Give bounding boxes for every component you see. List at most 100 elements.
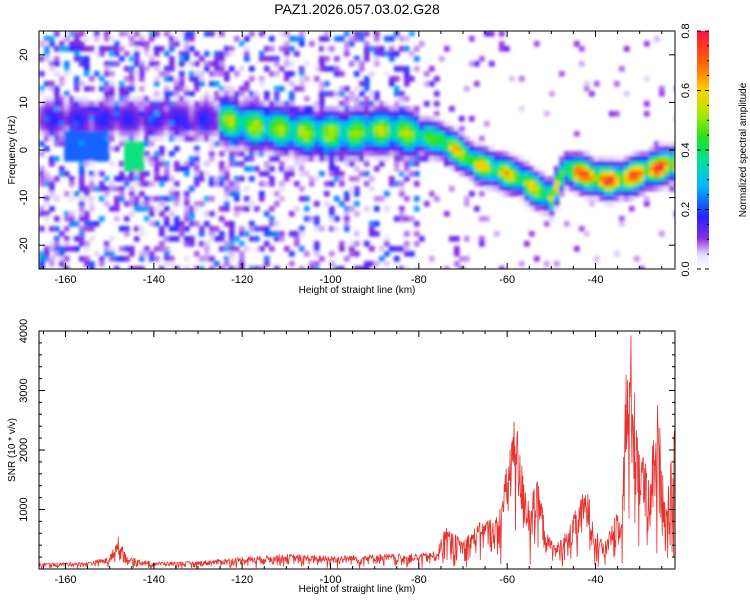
spectrogram-cell: [169, 261, 175, 267]
spectrogram-cell: [414, 146, 420, 152]
spectrogram-cell: [549, 176, 555, 182]
spectrogram-cell: [539, 181, 545, 187]
spectrogram-cell: [459, 156, 465, 162]
spectrogram-cell: [494, 156, 500, 162]
spectrogram-cell: [84, 221, 90, 227]
spectrogram-cell: [204, 96, 210, 102]
spectrogram-cell: [224, 76, 230, 82]
spectrogram-cell: [114, 121, 120, 127]
spectrogram-cell: [89, 261, 95, 267]
spectrogram-cell: [479, 176, 485, 182]
spectrogram-cell: [619, 171, 625, 177]
spectrogram-cell: [259, 141, 265, 147]
spectrogram-cell: [339, 126, 345, 132]
spectrogram-cell: [374, 31, 380, 37]
spectrogram-cell: [249, 146, 255, 152]
spectrogram-cell: [274, 236, 280, 242]
spectrogram-cell: [484, 121, 490, 127]
spectrogram-cell: [74, 46, 80, 52]
spectrogram-cell: [189, 136, 195, 142]
spectrogram-cell: [294, 161, 300, 167]
spectrogram-cell: [409, 171, 415, 177]
spectrogram-cell: [134, 161, 140, 167]
spectrogram-cell: [669, 146, 675, 152]
spectrogram-cell: [159, 196, 165, 202]
spectrogram-cell: [374, 61, 380, 67]
spectrogram-cell: [174, 106, 180, 112]
spectrogram-cell: [49, 136, 55, 142]
spectrogram-cell: [149, 181, 155, 187]
spectrogram-cell: [609, 161, 615, 167]
spectrogram-cell: [274, 111, 280, 117]
spectrogram-cell: [89, 126, 95, 132]
spectrogram-cell: [124, 111, 130, 117]
spectrogram-cell: [169, 116, 175, 122]
spectrogram-cell: [259, 106, 265, 112]
spectrogram-cell: [234, 116, 240, 122]
spectrogram-cell: [94, 101, 100, 107]
spectrogram-cell: [204, 51, 210, 57]
spectrogram-cell: [589, 161, 595, 167]
spectrogram-cell: [84, 151, 90, 157]
spectrogram-cell: [54, 71, 60, 77]
spectrogram-cell: [84, 161, 90, 167]
spectrogram-cell: [164, 221, 170, 227]
spectrogram-cell: [489, 176, 495, 182]
spectrogram-cell: [249, 131, 255, 137]
spectrogram-cell: [69, 46, 75, 52]
spectrogram-cell: [479, 141, 485, 147]
spectrogram-cell: [314, 226, 320, 232]
spectrogram-cell: [134, 111, 140, 117]
spectrogram-cell: [279, 141, 285, 147]
spectrogram-cell: [49, 61, 55, 67]
spectrogram-cell: [234, 141, 240, 147]
spectrogram-cell: [149, 121, 155, 127]
spectrogram-cell: [214, 96, 220, 102]
spectrogram-cell: [214, 106, 220, 112]
spectrogram-cell: [309, 141, 315, 147]
spectrogram-cell: [214, 121, 220, 127]
spectrogram-cell: [289, 211, 295, 217]
spectrogram-cell: [609, 191, 615, 197]
spectrogram-cell: [429, 131, 435, 137]
spectrogram-cell: [244, 131, 250, 137]
spectrogram-cell: [624, 186, 630, 192]
spectrogram-cell: [609, 111, 615, 117]
spectrogram-cell: [444, 136, 450, 142]
spectrogram-cell: [379, 106, 385, 112]
spectrogram-cell: [459, 256, 465, 262]
spectrogram-cell: [179, 56, 185, 62]
spectrogram-cell: [169, 121, 175, 127]
spectrogram-cell: [314, 266, 320, 269]
spectrogram-cell: [299, 246, 305, 252]
spectrogram-cell: [94, 141, 100, 147]
spectrogram-cell: [39, 141, 45, 147]
spectrogram-cell: [389, 116, 395, 122]
spectrogram-cell: [239, 141, 245, 147]
spectrogram-cell: [204, 121, 210, 127]
spectrogram-cell: [354, 56, 360, 62]
spectrogram-cell: [219, 161, 225, 167]
spectrogram-cell: [289, 141, 295, 147]
spectrogram-cell: [269, 126, 275, 132]
spectrogram-cell: [239, 176, 245, 182]
spectrogram-cell: [234, 106, 240, 112]
spectrogram-cell: [559, 71, 565, 77]
spectrogram-cell: [89, 76, 95, 82]
spectrogram-cell: [79, 216, 85, 222]
spectrogram-cell: [214, 141, 220, 147]
spectrogram-cell: [424, 146, 430, 152]
spectrogram-cell: [199, 121, 205, 127]
spectrogram-cell: [229, 91, 235, 97]
spectrogram-cell: [234, 91, 240, 97]
spectrogram-cell: [589, 191, 595, 197]
spectrogram-cell: [79, 141, 85, 147]
spectrogram-cell: [489, 156, 495, 162]
spectrogram-cell: [394, 151, 400, 157]
spectrogram-cell: [54, 136, 60, 142]
spectrogram-cell: [174, 111, 180, 117]
spectrogram-cell: [579, 166, 585, 172]
spectrogram-cell: [339, 146, 345, 152]
spectrogram-cell: [304, 106, 310, 112]
spectrogram-cell: [69, 156, 75, 162]
